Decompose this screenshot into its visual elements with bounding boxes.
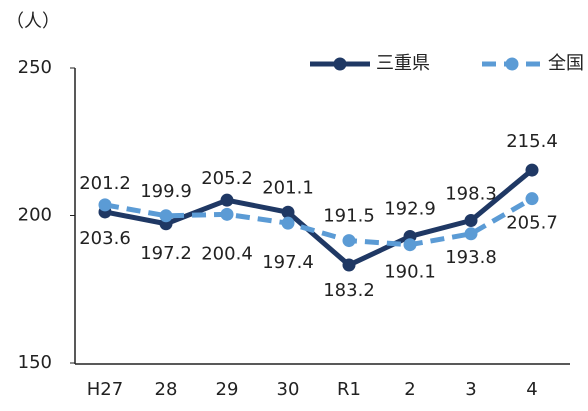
legend-marker: [333, 57, 347, 71]
series-line: [104, 196, 534, 248]
x-tick-label: R1: [337, 379, 361, 400]
point: [159, 209, 173, 223]
legend-label: 全国: [548, 53, 584, 74]
data-label: 201.2: [79, 173, 131, 194]
data-label: 183.2: [323, 280, 375, 301]
data-label: 193.8: [445, 247, 497, 268]
data-label: 205.7: [506, 213, 558, 234]
legend-label: 三重県: [376, 53, 430, 74]
data-label: 215.4: [506, 131, 558, 152]
point: [342, 258, 356, 272]
point: [464, 227, 478, 241]
data-label: 197.2: [140, 243, 192, 264]
point: [220, 207, 234, 221]
x-tick-label: 4: [526, 379, 537, 400]
y-tick-label: 150: [18, 352, 52, 373]
data-label: 190.1: [384, 262, 436, 283]
point: [525, 163, 539, 177]
x-tick-label: 30: [277, 379, 300, 400]
data-label: 198.3: [445, 184, 497, 205]
x-tick-label: 3: [465, 379, 476, 400]
data-label: 197.4: [262, 252, 314, 273]
data-label: 191.5: [323, 206, 375, 227]
data-label: 205.2: [201, 168, 253, 189]
point: [464, 214, 478, 228]
series-line: [104, 168, 534, 268]
point: [525, 192, 539, 206]
point: [342, 234, 356, 248]
point: [403, 238, 417, 252]
y-tick-label: 250: [18, 57, 52, 78]
point: [281, 205, 295, 219]
data-label: 203.6: [79, 228, 131, 249]
y-tick-label: 200: [18, 205, 52, 226]
x-tick-label: 29: [216, 379, 239, 400]
data-label: 192.9: [384, 198, 436, 219]
y-axis-label: （人）: [6, 11, 60, 32]
x-tick-label: H27: [87, 379, 123, 400]
x-tick-label: 28: [155, 379, 178, 400]
x-tick-label: 2: [404, 379, 415, 400]
point: [220, 193, 234, 207]
data-label: 200.4: [201, 243, 253, 264]
point: [281, 216, 295, 230]
data-label: 201.1: [262, 177, 314, 198]
legend-marker: [505, 57, 519, 71]
point: [98, 198, 112, 212]
data-label: 199.9: [140, 181, 192, 202]
